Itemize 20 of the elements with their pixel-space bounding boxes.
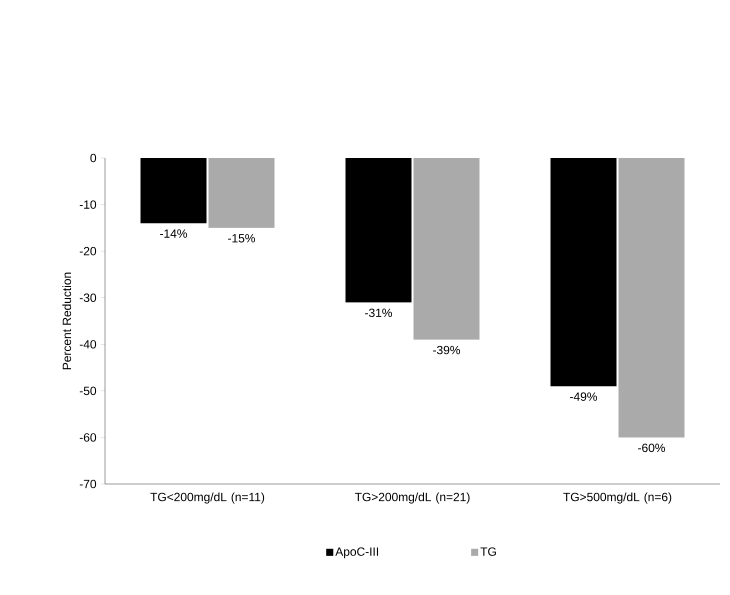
data-label: -60%	[638, 444, 666, 452]
x-tick-label: TG>500mg/dL (n=6)	[563, 492, 672, 504]
y-axis-title: Percent Reduction	[62, 272, 72, 370]
y-tick-label: -40	[80, 340, 96, 349]
legend-label: ApoC-III	[335, 547, 378, 558]
data-label: -39%	[433, 346, 460, 354]
y-tick-label: -30	[80, 293, 96, 302]
y-tick-label: -60	[80, 433, 96, 442]
y-tick-label: -70	[80, 480, 96, 488]
y-tick-label: -50	[80, 386, 96, 396]
x-tick-label: TG>200mg/dL (n=21)	[354, 492, 470, 504]
y-tick-label: -10	[80, 200, 96, 209]
y-tick-label: -20	[80, 246, 96, 256]
data-label: -49%	[570, 392, 598, 401]
data-label: -31%	[365, 308, 392, 318]
data-label: -14%	[160, 229, 188, 238]
legend-label: TG	[480, 547, 496, 556]
x-tick-label: TG<200mg/dL (n=11)	[150, 492, 264, 504]
data-label: -15%	[228, 234, 256, 242]
y-tick-label: 0	[90, 154, 96, 162]
